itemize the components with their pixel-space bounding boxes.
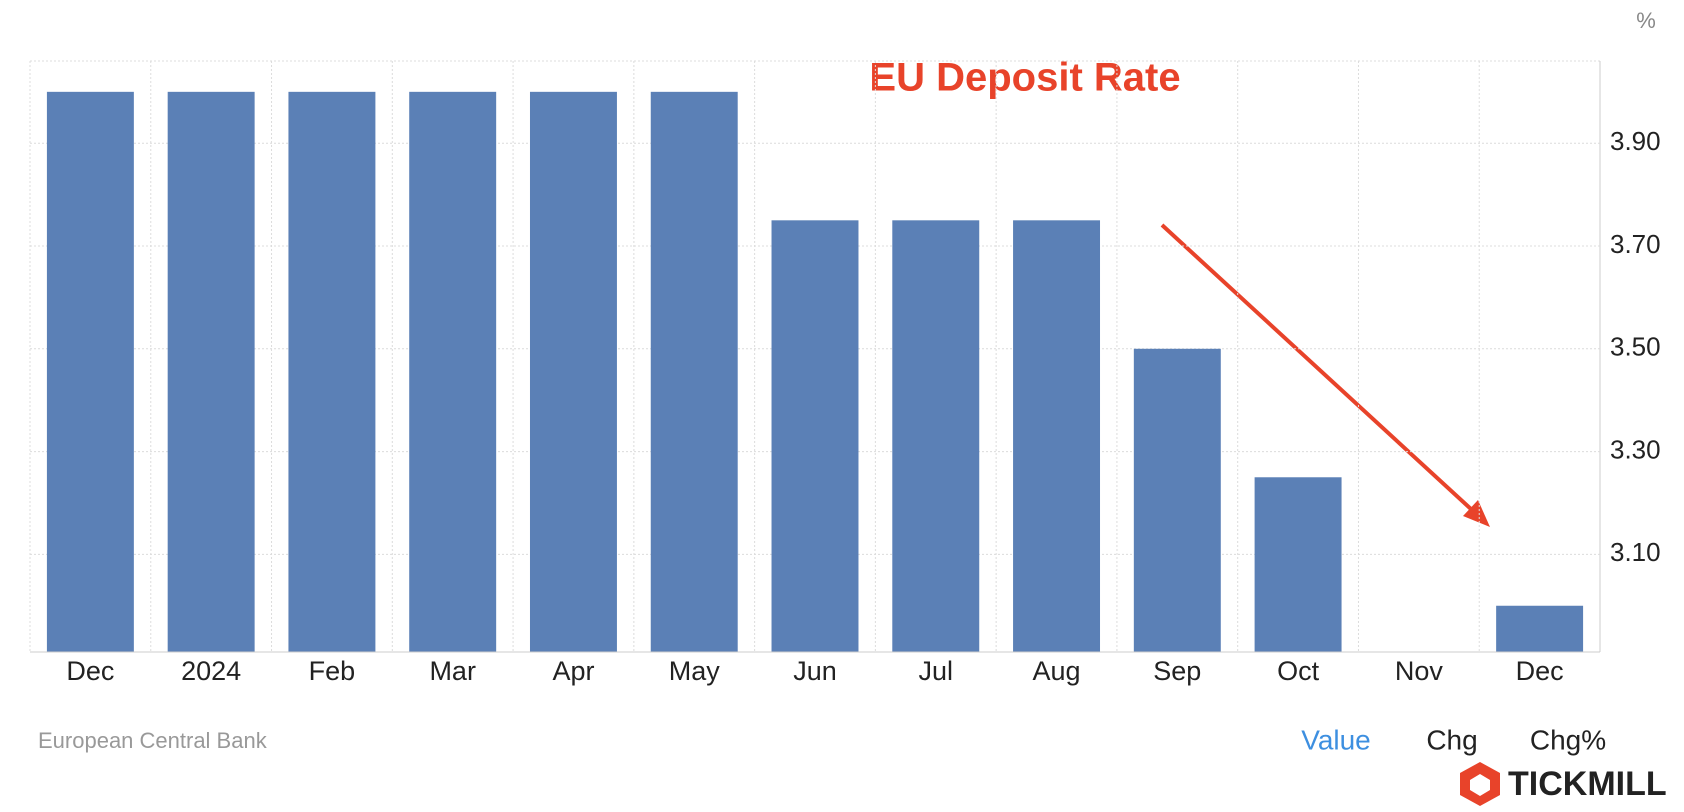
y-tick-label: 3.30 [1610,434,1661,464]
bar [409,91,497,653]
x-tick-label: Sep [1153,656,1201,686]
x-tick-label: Jul [919,656,954,686]
tab-chg-pct[interactable]: Chg% [1530,724,1606,755]
x-tick-label: Apr [552,656,594,686]
tab-chg[interactable]: Chg [1426,724,1477,755]
brand-logo: TICKMILL [1460,762,1667,806]
source: European Central Bank [38,728,268,753]
bar [1013,220,1101,652]
bar [771,220,859,652]
bar [892,220,980,652]
x-tick-label: Oct [1277,656,1320,686]
y-tick-label: 3.10 [1610,537,1661,567]
bar [650,91,738,653]
x-tick-label: Nov [1395,656,1444,686]
x-tick-label: Mar [429,656,476,686]
tab-value[interactable]: Value [1301,724,1371,755]
y-tick-label: 3.50 [1610,332,1661,362]
x-tick-label: May [669,656,721,686]
trend-arrow [1160,223,1490,527]
bar [1496,605,1584,652]
unit-label: % [1636,8,1656,33]
x-tick-label: Jun [793,656,837,686]
x-tick-label: Aug [1033,656,1081,686]
brand: TICKMILL [1508,765,1667,803]
x-tick-label: 2024 [181,656,241,686]
y-tick-label: 3.90 [1610,126,1661,156]
x-tick-label: Dec [1516,656,1564,686]
bar [46,91,134,653]
x-tick-label: Dec [66,656,114,686]
x-tick-label: Feb [309,656,356,686]
bar [167,91,255,653]
bar [1254,477,1342,652]
bar [529,91,617,653]
bar [288,91,376,653]
bar [1133,348,1221,652]
chart-title: EU Deposit Rate [869,56,1180,100]
y-tick-label: 3.70 [1610,229,1661,259]
